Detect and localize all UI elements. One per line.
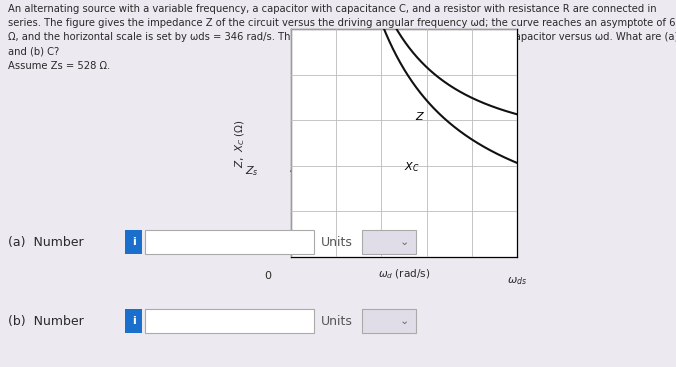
Text: $\omega_{ds}$: $\omega_{ds}$: [507, 275, 527, 287]
Text: 0: 0: [264, 270, 272, 280]
Text: $X_C$: $X_C$: [404, 160, 419, 174]
Text: (b)  Number: (b) Number: [8, 315, 84, 328]
FancyBboxPatch shape: [145, 230, 314, 254]
FancyBboxPatch shape: [125, 230, 142, 254]
FancyBboxPatch shape: [362, 230, 416, 254]
Text: ⌄: ⌄: [400, 316, 409, 326]
Text: ⌄: ⌄: [400, 237, 409, 247]
Text: $Z_s$: $Z_s$: [245, 164, 259, 178]
X-axis label: $\omega_d$ (rad/s): $\omega_d$ (rad/s): [378, 267, 430, 281]
Text: i: i: [132, 237, 135, 247]
Text: An alternating source with a variable frequency, a capacitor with capacitance C,: An alternating source with a variable fr…: [8, 4, 676, 71]
Text: i: i: [132, 316, 135, 326]
FancyBboxPatch shape: [145, 309, 314, 333]
Y-axis label: $Z,\ X_C\ (\Omega)$: $Z,\ X_C\ (\Omega)$: [233, 119, 247, 168]
Text: Units: Units: [321, 236, 353, 249]
Text: (a)  Number: (a) Number: [8, 236, 84, 249]
Text: Units: Units: [321, 315, 353, 328]
FancyBboxPatch shape: [125, 309, 142, 333]
FancyBboxPatch shape: [362, 309, 416, 333]
Text: $Z$: $Z$: [415, 110, 425, 122]
